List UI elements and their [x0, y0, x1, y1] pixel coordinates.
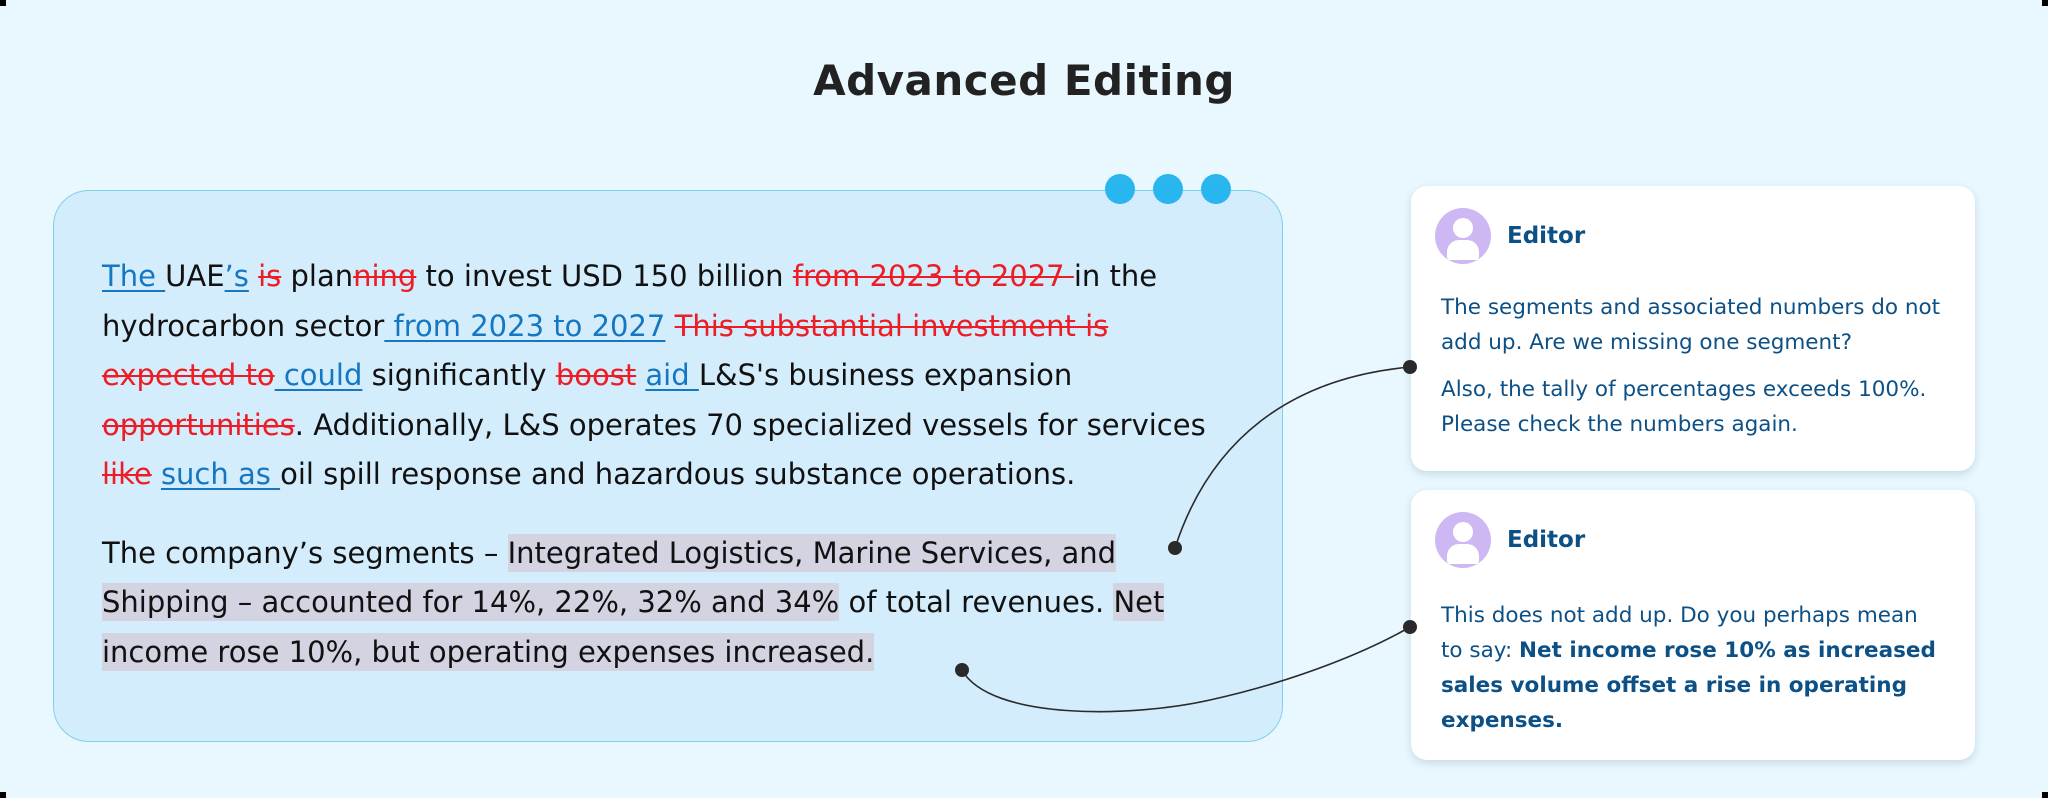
insertion[interactable]: such as	[160, 457, 281, 491]
text	[665, 309, 674, 343]
document-text[interactable]: The UAE’s is planning to invest USD 150 …	[102, 252, 1242, 677]
text: UAE	[165, 259, 225, 293]
insertion[interactable]: could	[274, 358, 363, 392]
insertion[interactable]: ’s	[224, 259, 249, 293]
comment-text: This does not add up. Do you perhaps mea…	[1441, 598, 1945, 738]
comment-plain-text: This does not add up. Do you perhaps mea…	[1441, 603, 1918, 663]
comment-card-2[interactable]: Editor This does not add up. Do you perh…	[1411, 490, 1975, 760]
window-dot-icon[interactable]	[1105, 174, 1135, 204]
deletion[interactable]: This substantial investment is expected …	[102, 308, 1109, 393]
text: significantly	[362, 358, 556, 392]
insertion[interactable]: aid	[645, 358, 699, 392]
user-avatar-icon	[1435, 512, 1491, 568]
comment-author: Editor	[1507, 527, 1586, 553]
comment-author: Editor	[1507, 223, 1586, 249]
comment-header: Editor	[1435, 208, 1945, 264]
text: oil spill response and hazardous substan…	[280, 457, 1076, 491]
user-avatar-icon	[1435, 208, 1491, 264]
comment-header: Editor	[1435, 512, 1945, 568]
deletion[interactable]: opportunities	[102, 407, 295, 442]
text: in the hydrocarbon sector	[102, 259, 1158, 343]
text	[152, 457, 161, 491]
corner-mark	[0, 792, 6, 798]
deletion[interactable]: boost	[555, 358, 637, 392]
comment-card-1[interactable]: Editor The segments and associated numbe…	[1411, 186, 1975, 471]
text: to invest USD 150 billion	[416, 259, 793, 293]
corner-mark	[2042, 792, 2048, 798]
paragraph-2: The company’s segments – Integrated Logi…	[102, 529, 1242, 678]
comment-text: The segments and associated numbers do n…	[1441, 295, 1941, 355]
text: plan	[281, 259, 354, 293]
comment-suggestion: Net income rose 10% as increased sales v…	[1441, 638, 1936, 733]
text: L&S's business expansion	[698, 358, 1073, 392]
text: The company’s segments –	[102, 535, 508, 570]
insertion[interactable]: The	[102, 259, 166, 293]
corner-mark	[0, 0, 6, 6]
window-dot-icon[interactable]	[1153, 174, 1183, 204]
text: . Additionally, L&S operates 70 speciali…	[294, 407, 1206, 442]
text: of total revenues.	[839, 585, 1114, 619]
insertion[interactable]: from 2023 to 2027	[384, 308, 666, 343]
deletion[interactable]: like	[102, 457, 152, 491]
page-title: Advanced Editing	[813, 56, 1235, 105]
window-controls	[1105, 174, 1231, 204]
deletion[interactable]: is	[258, 259, 282, 293]
deletion[interactable]: from 2023 to 2027	[792, 259, 1074, 293]
window-dot-icon[interactable]	[1201, 174, 1231, 204]
deletion[interactable]: ning	[353, 259, 417, 293]
comment-text: Also, the tally of percentages exceeds 1…	[1441, 377, 1927, 437]
corner-mark	[2042, 0, 2048, 6]
text	[249, 259, 258, 293]
paragraph-1: The UAE’s is planning to invest USD 150 …	[102, 252, 1242, 500]
